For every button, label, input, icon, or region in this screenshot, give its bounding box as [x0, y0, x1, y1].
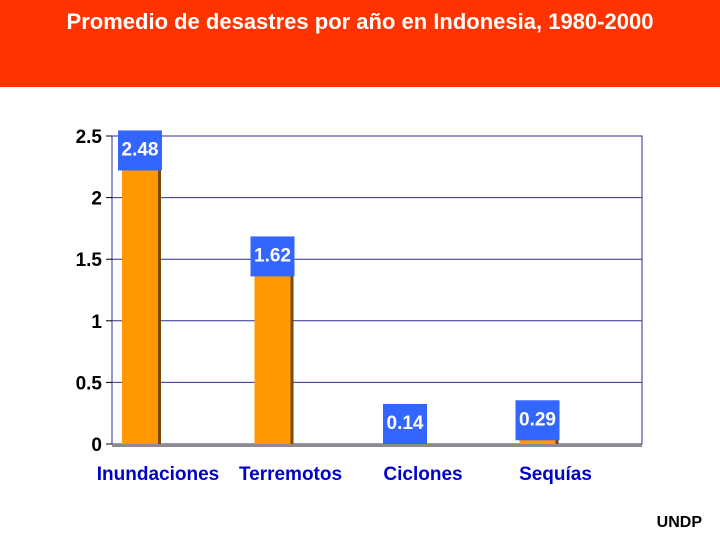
y-tick-label: 2 — [91, 189, 102, 210]
bar — [122, 138, 158, 445]
plot-floor — [112, 444, 642, 447]
data-label: 0.14 — [387, 413, 424, 434]
data-label-box — [383, 404, 427, 444]
title-bar: Promedio de desastres por año en Indones… — [0, 0, 720, 87]
y-tick-label: 0.5 — [76, 373, 103, 394]
y-tick-label: 1 — [91, 312, 102, 333]
y-tick-label: 0 — [91, 435, 102, 456]
slide-title: Promedio de desastres por año en Indones… — [66, 9, 654, 34]
x-tick-label: Inundaciones — [97, 464, 219, 485]
data-label: 2.48 — [122, 139, 159, 160]
data-label: 1.62 — [254, 245, 291, 266]
bar — [254, 244, 291, 444]
x-tick-label: Terremotos — [239, 464, 342, 485]
y-tick-label: 2.5 — [76, 127, 103, 148]
plot-area — [111, 135, 643, 445]
data-label-box — [118, 130, 162, 171]
x-tick-label: Ciclones — [383, 464, 462, 485]
data-label: 0.29 — [519, 409, 556, 430]
footer-credit: UNDP — [656, 514, 702, 531]
data-label-box — [515, 400, 560, 441]
x-tick-label: Sequías — [519, 464, 592, 485]
data-label-box — [250, 236, 295, 277]
y-tick-label: 1.5 — [76, 250, 103, 271]
